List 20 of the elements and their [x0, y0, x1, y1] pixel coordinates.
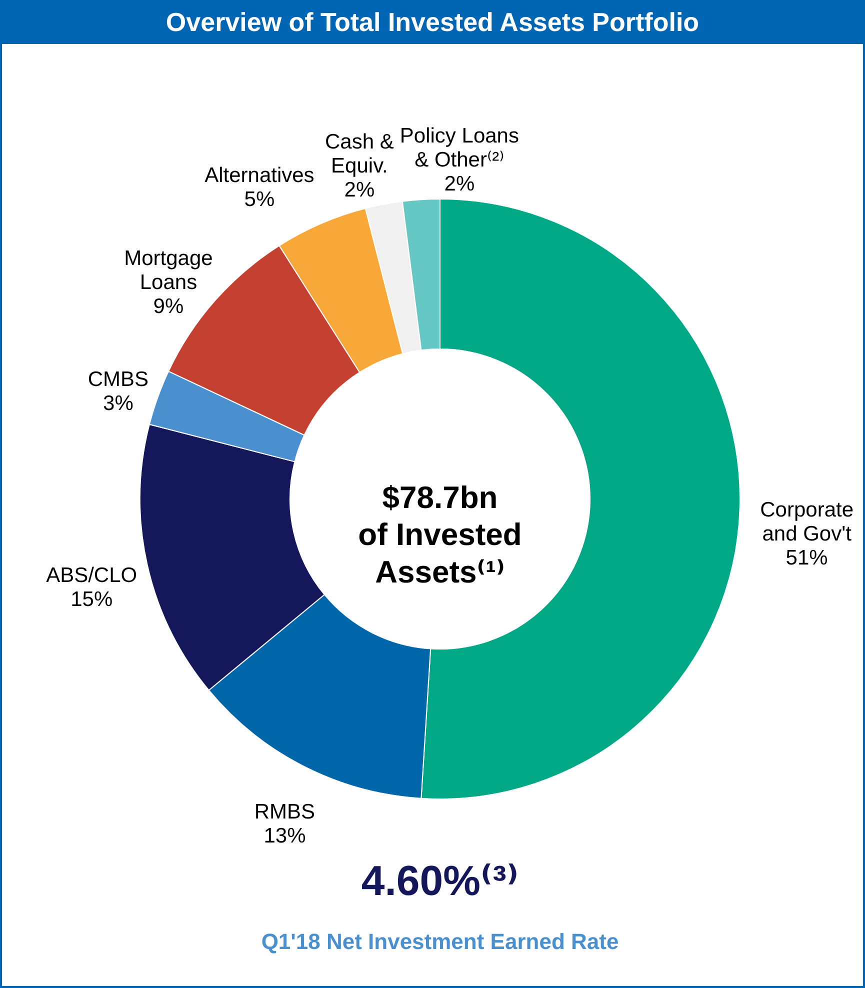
data-label: 9%: [153, 294, 184, 318]
slice-label: Policy Loans & Other⁽²⁾: [400, 124, 519, 172]
slice-label: RMBS: [254, 800, 316, 824]
text: Q1'18 Net Investment Earned Rate: [261, 929, 619, 954]
data-label: 5%: [244, 188, 275, 211]
slice-label: CMBS: [88, 368, 149, 391]
data-label: 2%: [344, 178, 375, 202]
text: 4.60%⁽³⁾: [361, 857, 519, 904]
slice-label: Cash & Equiv.: [325, 130, 394, 178]
slice-label: Corporate and Gov't: [760, 498, 854, 546]
data-label: 51%: [786, 546, 828, 570]
data-label: 13%: [264, 824, 306, 848]
text: $78.7bn of Invested Assets⁽¹⁾: [358, 480, 522, 590]
data-label: 2%: [444, 172, 475, 196]
data-label: 3%: [103, 392, 134, 415]
chart-title: Overview of Total Invested Assets Portfolio: [2, 0, 863, 44]
data-label: 15%: [70, 588, 113, 611]
slice-label: ABS/CLO: [46, 564, 138, 587]
slice-label: Alternatives: [204, 164, 314, 187]
slice-label: Mortgage Loans: [124, 246, 213, 294]
